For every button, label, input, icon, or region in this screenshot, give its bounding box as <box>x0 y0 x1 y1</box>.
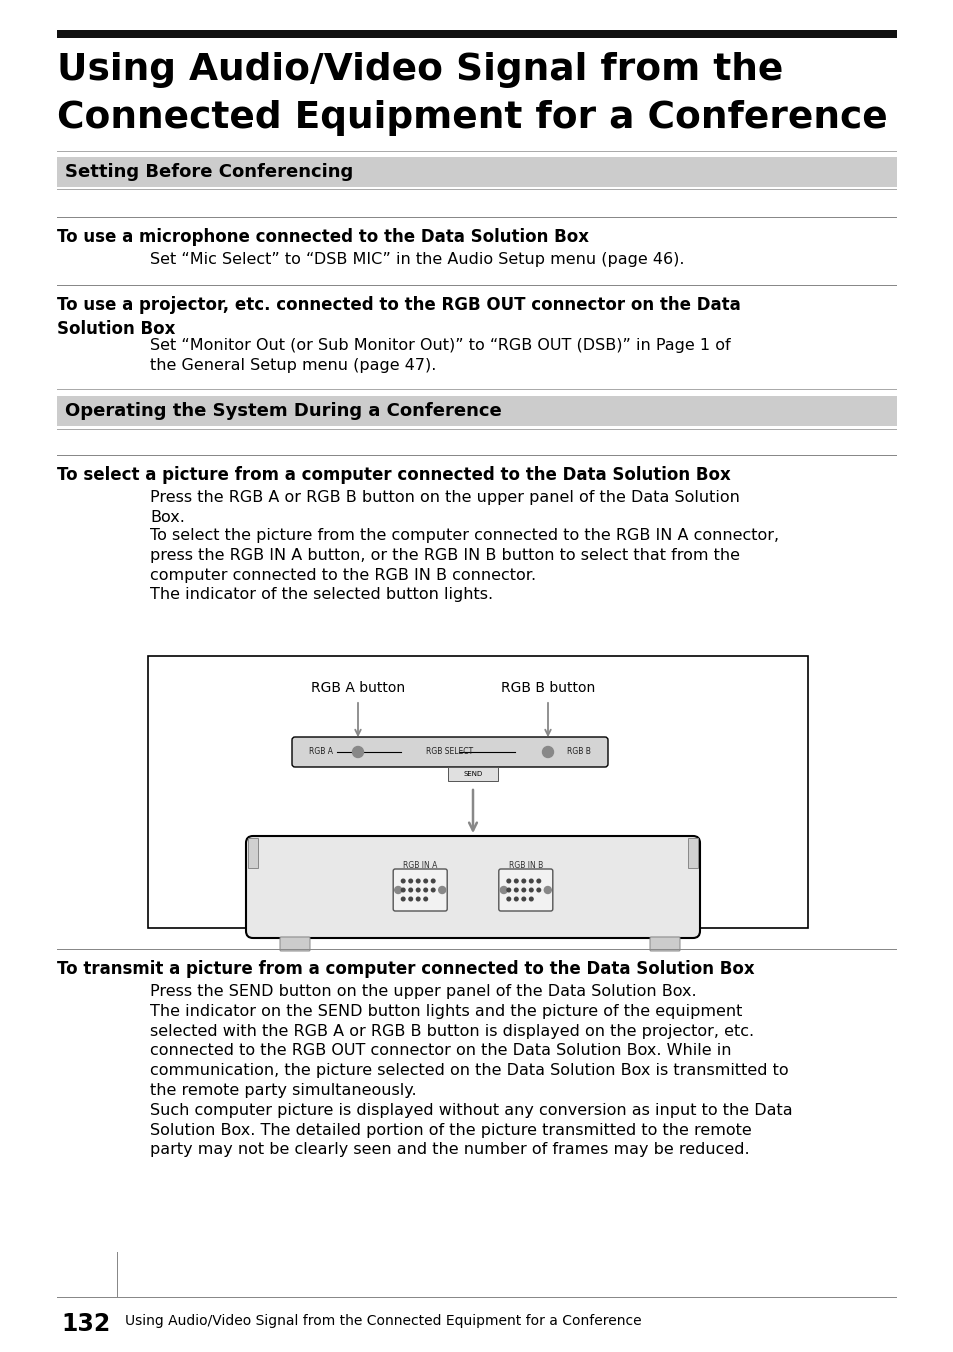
Text: Using Audio/Video Signal from the: Using Audio/Video Signal from the <box>57 51 782 88</box>
Circle shape <box>537 888 540 892</box>
Text: To use a microphone connected to the Data Solution Box: To use a microphone connected to the Dat… <box>57 228 588 246</box>
Circle shape <box>431 888 435 892</box>
Circle shape <box>521 879 525 883</box>
Circle shape <box>544 887 551 894</box>
Circle shape <box>395 887 401 894</box>
Circle shape <box>506 888 510 892</box>
Text: RGB B button: RGB B button <box>500 681 595 695</box>
Bar <box>148 656 807 927</box>
Circle shape <box>438 887 445 894</box>
FancyBboxPatch shape <box>393 869 447 911</box>
Circle shape <box>352 746 363 757</box>
FancyBboxPatch shape <box>498 869 552 911</box>
Bar <box>448 767 497 781</box>
Circle shape <box>514 879 517 883</box>
Circle shape <box>529 879 533 883</box>
Circle shape <box>499 887 507 894</box>
Circle shape <box>431 879 435 883</box>
FancyBboxPatch shape <box>246 836 700 938</box>
Circle shape <box>409 898 412 900</box>
Bar <box>117 1252 118 1298</box>
Text: RGB IN B: RGB IN B <box>508 861 542 869</box>
Circle shape <box>529 888 533 892</box>
Circle shape <box>423 898 427 900</box>
Circle shape <box>514 898 517 900</box>
Circle shape <box>521 898 525 900</box>
Text: RGB IN A: RGB IN A <box>402 861 436 869</box>
Bar <box>57 396 896 426</box>
Text: Press the RGB A or RGB B button on the upper panel of the Data Solution
Box.: Press the RGB A or RGB B button on the u… <box>150 489 740 525</box>
Text: RGB B: RGB B <box>566 748 590 757</box>
FancyBboxPatch shape <box>280 937 310 950</box>
Circle shape <box>537 879 540 883</box>
Text: 132: 132 <box>61 1311 111 1336</box>
Text: To transmit a picture from a computer connected to the Data Solution Box: To transmit a picture from a computer co… <box>57 960 754 977</box>
Bar <box>57 30 896 38</box>
Circle shape <box>423 888 427 892</box>
Circle shape <box>521 888 525 892</box>
Bar <box>248 838 257 868</box>
Circle shape <box>529 898 533 900</box>
Circle shape <box>401 879 405 883</box>
Text: Press the SEND button on the upper panel of the Data Solution Box.
The indicator: Press the SEND button on the upper panel… <box>150 984 792 1157</box>
Text: Using Audio/Video Signal from the Connected Equipment for a Conference: Using Audio/Video Signal from the Connec… <box>125 1314 641 1328</box>
Circle shape <box>506 898 510 900</box>
Circle shape <box>409 879 412 883</box>
Text: To select the picture from the computer connected to the RGB IN A connector,
pre: To select the picture from the computer … <box>150 529 779 603</box>
Text: SEND: SEND <box>463 771 482 777</box>
Circle shape <box>423 879 427 883</box>
Text: Set “Monitor Out (or Sub Monitor Out)” to “RGB OUT (DSB)” in Page 1 of
the Gener: Set “Monitor Out (or Sub Monitor Out)” t… <box>150 338 730 373</box>
Circle shape <box>416 898 419 900</box>
Circle shape <box>542 746 553 757</box>
Text: Connected Equipment for a Conference: Connected Equipment for a Conference <box>57 100 887 137</box>
Text: To select a picture from a computer connected to the Data Solution Box: To select a picture from a computer conn… <box>57 466 730 484</box>
Text: RGB SELECT: RGB SELECT <box>426 748 473 757</box>
FancyBboxPatch shape <box>649 937 679 950</box>
FancyBboxPatch shape <box>292 737 607 767</box>
Circle shape <box>416 888 419 892</box>
Circle shape <box>401 888 405 892</box>
Text: RGB A: RGB A <box>309 748 333 757</box>
Circle shape <box>416 879 419 883</box>
Circle shape <box>514 888 517 892</box>
Bar <box>687 838 698 868</box>
Text: Set “Mic Select” to “DSB MIC” in the Audio Setup menu (page 46).: Set “Mic Select” to “DSB MIC” in the Aud… <box>150 251 684 266</box>
Text: Setting Before Conferencing: Setting Before Conferencing <box>65 164 353 181</box>
Text: Operating the System During a Conference: Operating the System During a Conference <box>65 402 501 420</box>
Circle shape <box>506 879 510 883</box>
Circle shape <box>409 888 412 892</box>
Text: RGB A button: RGB A button <box>311 681 405 695</box>
Circle shape <box>401 898 405 900</box>
Text: To use a projector, etc. connected to the RGB OUT connector on the Data
Solution: To use a projector, etc. connected to th… <box>57 296 740 338</box>
Bar <box>57 157 896 187</box>
